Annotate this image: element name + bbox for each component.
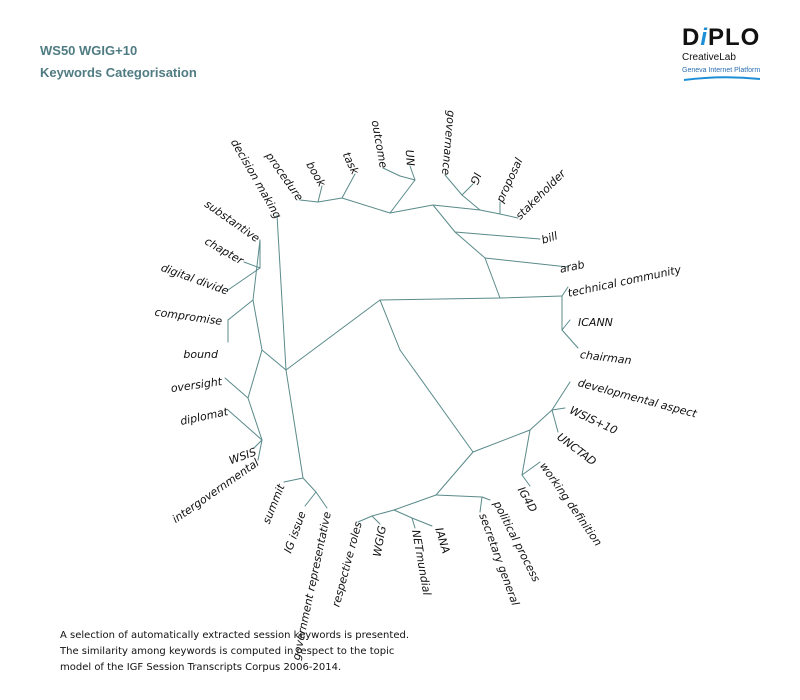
leaf-label: IG xyxy=(467,171,483,187)
leaf-label: governance xyxy=(439,110,458,176)
leaf-label: NETmundial xyxy=(409,529,433,597)
leaf-label: IG issue xyxy=(282,509,309,555)
leaf-label: decision making xyxy=(228,137,284,221)
page-title: WS50 WGIG+10 Keywords Categorisation xyxy=(40,40,197,84)
leaf-label: arab xyxy=(559,258,586,276)
leaf-label: bill xyxy=(540,229,559,246)
leaf-label: working definition xyxy=(537,460,604,549)
leaf-label: outcome xyxy=(369,119,390,169)
leaf-label: ICANN xyxy=(578,316,613,329)
leaf-label: chairman xyxy=(579,348,632,367)
leaf-label: IANA xyxy=(432,526,452,555)
leaf-label: WSIS+10 xyxy=(567,404,619,437)
title-line-1: WS50 WGIG+10 xyxy=(40,43,138,58)
leaf-label: UNCTAD xyxy=(554,430,598,468)
logo-tagline: Geneva Internet Platform xyxy=(682,67,761,74)
caption-line-1: A selection of automatically extracted s… xyxy=(60,630,409,641)
leaf-label: chapter xyxy=(202,235,246,268)
logo-wordmark: DiPLO xyxy=(682,24,761,51)
diplo-logo: DiPLO CreativeLab Geneva Internet Platfo… xyxy=(682,26,774,90)
leaf-label: IG4D xyxy=(515,485,540,515)
leaf-label: respective roles xyxy=(330,520,365,608)
leaf-label: stakeholder xyxy=(513,166,569,222)
logo-subtitle: CreativeLab xyxy=(682,52,736,63)
leaf-label: summit xyxy=(260,482,288,526)
leaf-label: bound xyxy=(183,348,219,361)
leaf-label: task xyxy=(340,150,362,177)
leaf-label: digital divide xyxy=(159,261,230,298)
title-line-2: Keywords Categorisation xyxy=(40,65,197,80)
caption-line-3: model of the IGF Session Transcripts Cor… xyxy=(60,662,342,673)
leaf-label: oversight xyxy=(170,375,224,395)
leaf-label: UN xyxy=(403,149,417,166)
caption-line-2: The similarity among keywords is compute… xyxy=(60,646,395,657)
leaf-label: WGIG xyxy=(371,525,389,558)
logo-swoosh-icon xyxy=(683,76,761,81)
caption: A selection of automatically extracted s… xyxy=(60,628,409,676)
dendrogram-branches xyxy=(224,165,579,529)
leaf-label: diplomat xyxy=(179,405,230,428)
leaf-label: book xyxy=(303,159,328,189)
leaf-label: compromise xyxy=(154,306,223,328)
leaf-label: proposal xyxy=(493,156,525,205)
leaf-label: intergovernmental xyxy=(170,456,262,526)
